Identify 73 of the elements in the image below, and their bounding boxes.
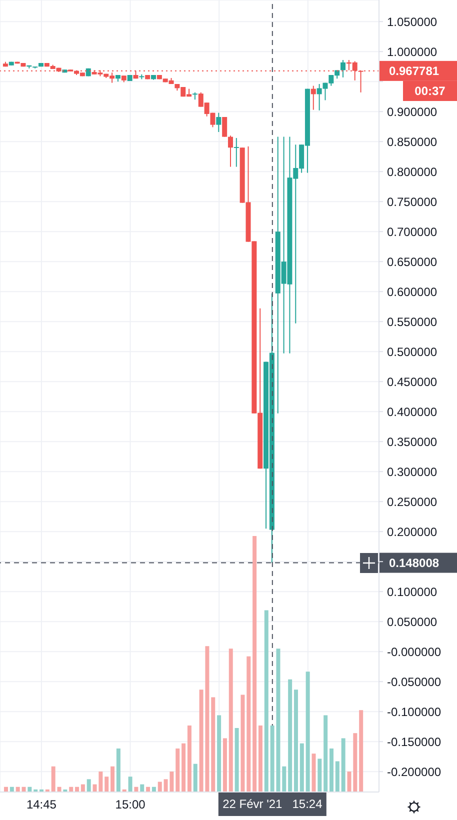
y-tick-label: 0.500000: [387, 344, 438, 359]
candlestick: [340, 60, 346, 78]
bar: [335, 761, 340, 792]
ref-line-label: 22 Févr '21 15:24: [222, 797, 323, 811]
y-tick-label: 0.250000: [387, 494, 438, 509]
bar: [116, 748, 120, 792]
y-tick-label: 1.050000: [387, 14, 438, 29]
bar: [246, 656, 251, 792]
y-tick-label: 0.700000: [387, 224, 438, 239]
y-tick-label: -0.100000: [387, 704, 442, 719]
bar: [217, 715, 222, 792]
y-tick-label: 0.850000: [387, 134, 438, 149]
bar: [341, 738, 346, 792]
bar: [252, 536, 257, 792]
y-tick-label: 0.200000: [387, 524, 438, 539]
bar: [86, 779, 91, 792]
bar: [228, 648, 233, 792]
bar: [306, 672, 310, 792]
candlestick: [222, 116, 228, 138]
bar: [182, 743, 186, 792]
y-tick-label: 0.400000: [387, 404, 438, 419]
bar: [347, 772, 352, 792]
y-tick-label: -0.000000: [387, 644, 442, 659]
candlestick: [228, 135, 233, 168]
ref-line-label: 0.967781: [389, 64, 440, 78]
y-tick-label: 0.600000: [387, 284, 438, 299]
bar: [110, 766, 115, 792]
bar: [222, 738, 227, 792]
bar: [324, 715, 328, 792]
y-tick-label: 0.050000: [387, 614, 438, 629]
bar: [359, 710, 364, 792]
bar: [353, 733, 358, 792]
candlestick: [234, 138, 239, 168]
bar: [193, 764, 198, 792]
x-tick-label: 14:45: [26, 798, 57, 812]
y-tick-label: 0.650000: [387, 254, 438, 269]
y-tick-label: 0.900000: [387, 104, 438, 119]
y-tick-label: 0.750000: [387, 194, 438, 209]
bar: [104, 776, 109, 792]
y-tick-label: -0.200000: [387, 764, 442, 779]
bar: [282, 766, 286, 792]
text: 00:37: [403, 80, 457, 101]
bar: [140, 784, 144, 792]
bar: [187, 725, 192, 792]
bar: [288, 679, 292, 792]
y-tick-label: 0.800000: [387, 164, 438, 179]
bar: [312, 754, 316, 792]
y-tick-label: 0.450000: [387, 374, 438, 389]
bar: [128, 776, 132, 792]
bar: [234, 728, 239, 792]
bar: [300, 743, 304, 792]
candlestick: [310, 85, 316, 110]
candlestick: [216, 112, 222, 132]
bar: [258, 725, 262, 792]
y-tick-label: -0.150000: [387, 734, 442, 749]
bar: [211, 697, 216, 792]
bar: [294, 690, 298, 792]
bar: [318, 758, 322, 792]
y-tick-label: 0.300000: [387, 464, 438, 479]
bar: [158, 782, 162, 792]
y-tick-label: 0.550000: [387, 314, 438, 329]
y-tick-label: 0.350000: [387, 434, 438, 449]
y-tick-label: 1.000000: [387, 44, 438, 59]
ref-line-label: 0.148008: [389, 556, 440, 570]
bar: [264, 610, 268, 792]
bar: [80, 784, 85, 792]
bar: [240, 694, 245, 792]
y-tick-label: 0.100000: [387, 584, 438, 599]
bar: [51, 766, 56, 792]
bar: [176, 748, 180, 792]
x-tick-label: 15:00: [115, 798, 146, 812]
y-tick-label: -0.050000: [387, 674, 442, 689]
bar: [329, 748, 334, 792]
